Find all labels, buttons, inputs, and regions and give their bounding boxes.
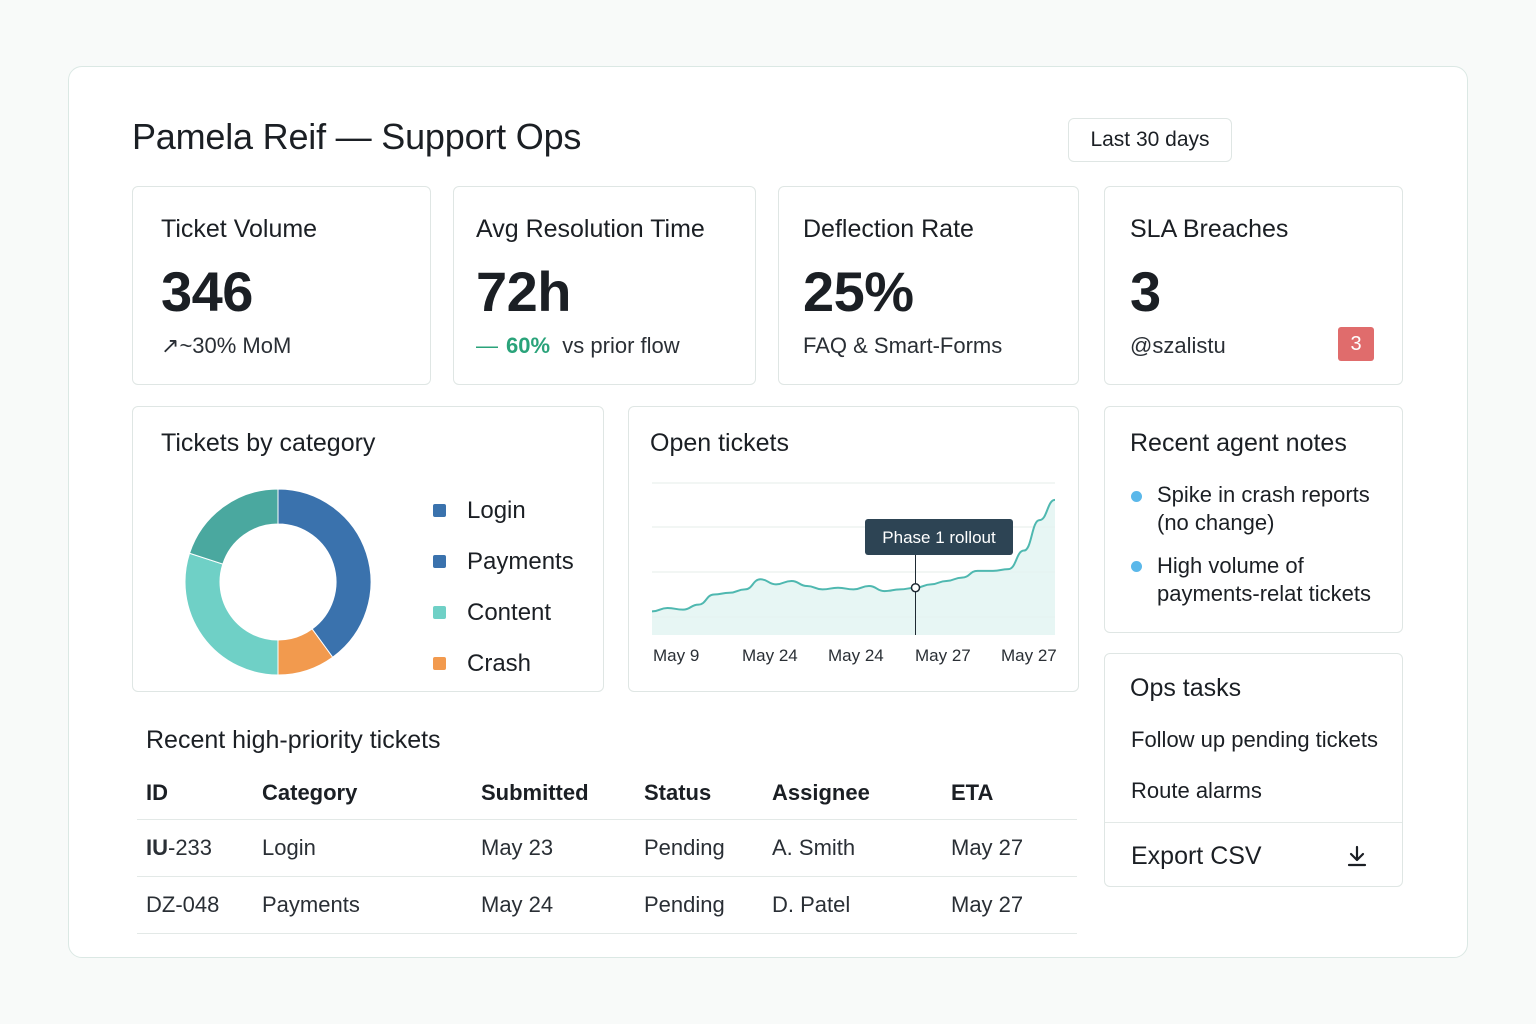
kpi-sub-handle: @szalistu [1130, 333, 1226, 358]
donut-slice-other[interactable] [188, 488, 279, 565]
legend-swatch [433, 657, 446, 670]
cell-submitted: May 24 [472, 876, 635, 934]
note-item[interactable]: Spike in crash reports (no change) [1157, 482, 1370, 535]
column-header[interactable]: Assignee [772, 779, 870, 805]
cell-submitted: May 23 [472, 819, 635, 877]
date-range-button[interactable]: Last 30 days [1068, 118, 1232, 162]
kpi-card-deflection-rate: Deflection Rate 25% FAQ & Smart-Forms [778, 186, 1079, 385]
kpi-trend: ↗~30% MoM [161, 333, 291, 359]
cell-category: Payments [253, 876, 472, 934]
kpi-label: Ticket Volume [161, 215, 318, 243]
kpi-card-sla-breaches: SLA Breaches 3 @szalistu 3 [1104, 186, 1403, 385]
kpi-card-ticket-volume: Ticket Volume 346 ↗~30% MoM [132, 186, 431, 385]
export-csv-button[interactable]: Export CSV [1105, 822, 1402, 889]
card-title: Open tickets [650, 429, 789, 457]
bullet-icon [1131, 561, 1142, 572]
dash-icon: — [476, 333, 498, 358]
kpi-comparison-text: vs prior flow [562, 333, 680, 358]
open-tickets-card: Open tickets Phase 1 rollout May 9 May 2… [628, 406, 1079, 692]
cell-category: Login [253, 819, 472, 877]
cell-eta: May 27 [942, 819, 1077, 877]
task-item[interactable]: Follow up pending tickets [1131, 727, 1379, 752]
agent-notes-card: Recent agent notes Spike in crash report… [1104, 406, 1403, 633]
kpi-value: 346 [161, 260, 253, 323]
donut-slice-login[interactable] [277, 488, 372, 658]
export-label: Export CSV [1131, 841, 1262, 870]
legend-swatch [433, 606, 446, 619]
kpi-highlight: 60% [506, 333, 551, 358]
column-header[interactable]: Category [262, 779, 358, 805]
kpi-card-avg-resolution: Avg Resolution Time 72h — 60% vs prior fl… [453, 186, 756, 385]
id-prefix: IU [146, 835, 168, 860]
table-title: Recent high-priority tickets [146, 726, 441, 754]
ops-tasks-card: Ops tasks Follow up pending tickets Rout… [1104, 653, 1403, 887]
column-header[interactable]: Submitted [481, 779, 589, 805]
x-tick-label: May 27 [1001, 646, 1057, 665]
column-header[interactable]: ID [146, 779, 168, 805]
column-header[interactable]: ETA [951, 779, 994, 805]
id-suffix: -233 [168, 835, 213, 860]
table-row[interactable]: DZ-048 Payments May 24 Pending D. Patel … [137, 876, 1077, 934]
kpi-trend-text: ~30% MoM [179, 333, 292, 358]
kpi-label: Avg Resolution Time [476, 215, 705, 243]
donut-slice-content[interactable] [184, 552, 279, 676]
x-tick-label: May 24 [828, 646, 884, 665]
sla-count-badge[interactable]: 3 [1338, 327, 1374, 361]
tickets-by-category-card: Tickets by category Login Payments Conte… [132, 406, 604, 692]
legend-item[interactable]: Login [433, 485, 574, 536]
area-fill [652, 499, 1055, 635]
kpi-value: 72h [476, 260, 572, 323]
kpi-label: SLA Breaches [1130, 215, 1289, 243]
kpi-value: 25% [803, 260, 914, 323]
cell-status: Pending [635, 819, 763, 877]
kpi-sub: FAQ & Smart-Forms [803, 333, 1003, 358]
trend-up-icon: ↗ [161, 333, 180, 358]
legend-swatch [433, 555, 446, 568]
cell-status: Pending [635, 876, 763, 934]
cell-assignee: A. Smith [763, 819, 942, 877]
open-tickets-line-chart: Phase 1 rollout May 9 May 24 May 24 May … [651, 482, 1057, 665]
legend-item[interactable]: Crash [433, 638, 574, 689]
table-row[interactable]: IU-233 Login May 23 Pending A. Smith May… [137, 819, 1077, 877]
tickets-table: ID Category Submitted Status Assignee ET… [137, 766, 1077, 934]
legend-swatch [433, 504, 446, 517]
legend-item[interactable]: Payments [433, 536, 574, 587]
card-title: Recent agent notes [1130, 429, 1347, 457]
note-item[interactable]: High volume of payments-relat tickets [1157, 553, 1371, 606]
cell-id: DZ-048 [137, 876, 253, 934]
kpi-comparison: — 60% vs prior flow [476, 333, 680, 359]
series-line [651, 498, 1056, 613]
annotation-tooltip [865, 519, 1013, 555]
category-donut-chart [184, 488, 372, 676]
kpi-value: 3 [1130, 260, 1161, 323]
kpi-label: Deflection Rate [803, 215, 974, 243]
cell-eta: May 27 [942, 876, 1077, 934]
legend-label: Login [467, 496, 526, 524]
download-icon [1347, 845, 1367, 867]
card-title: Ops tasks [1130, 674, 1242, 702]
x-tick-label: May 24 [742, 646, 798, 665]
category-legend: Login Payments Content Crash [433, 485, 574, 689]
annotation-text: Phase 1 rollout [882, 528, 996, 547]
table-header-row: ID Category Submitted Status Assignee ET… [137, 766, 1077, 820]
x-tick-label: May 9 [653, 646, 699, 665]
annotation-marker[interactable] [910, 582, 921, 593]
legend-label: Payments [467, 547, 574, 575]
legend-item[interactable]: Content [433, 587, 574, 638]
column-header[interactable]: Status [644, 779, 712, 805]
legend-label: Content [467, 598, 552, 626]
bullet-icon [1131, 491, 1142, 502]
legend-label: Crash [467, 649, 532, 677]
cell-id: IU-233 [137, 819, 253, 877]
card-title: Tickets by category [161, 429, 376, 457]
task-item[interactable]: Route alarms [1131, 778, 1262, 803]
page-title: Pamela Reif — Support Ops [132, 116, 582, 157]
x-tick-label: May 27 [915, 646, 971, 665]
cell-assignee: D. Patel [763, 876, 942, 934]
